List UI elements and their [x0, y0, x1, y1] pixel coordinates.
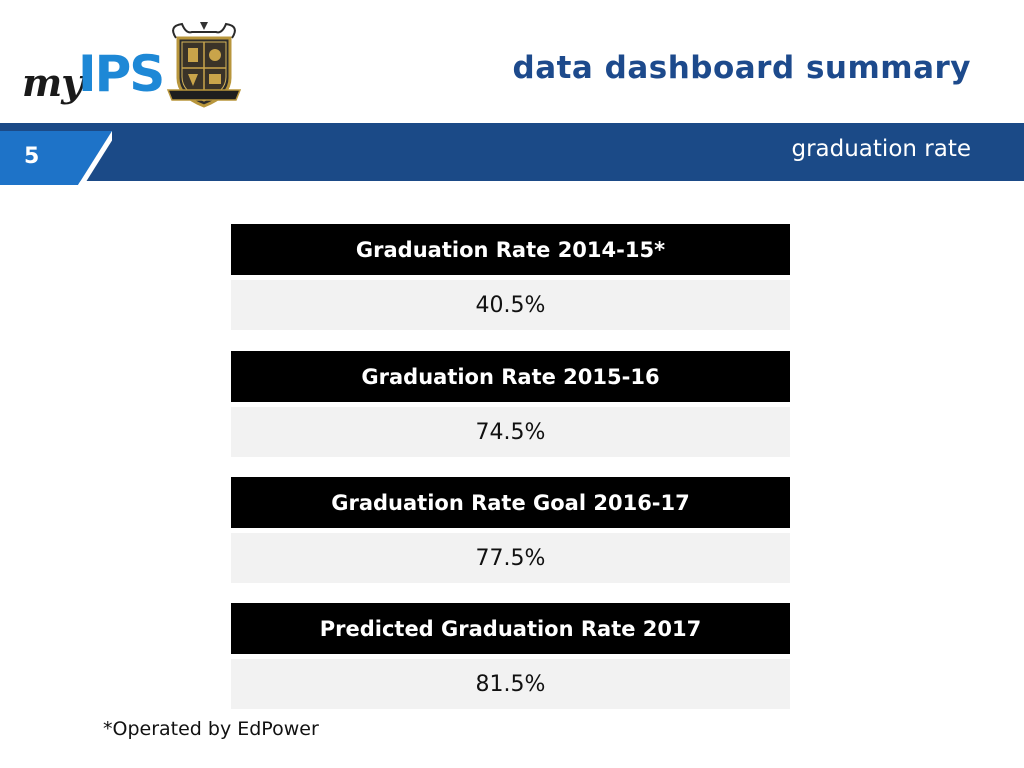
card-value: 77.5%	[231, 533, 790, 583]
graduation-rate-card: Graduation Rate 2015-16 74.5%	[231, 351, 790, 457]
page-title: data dashboard summary	[512, 50, 971, 86]
card-value: 74.5%	[231, 407, 790, 457]
school-crest-icon	[166, 22, 242, 108]
logo-ips-text: IPS	[78, 45, 165, 103]
card-label: Graduation Rate 2015-16	[231, 351, 790, 402]
section-subtitle: graduation rate	[791, 136, 971, 162]
footnote: *Operated by EdPower	[103, 718, 319, 740]
graduation-rate-card: Predicted Graduation Rate 2017 81.5%	[231, 603, 790, 709]
section-banner	[0, 123, 1024, 181]
page-number-tab	[0, 131, 112, 185]
card-label: Graduation Rate 2014-15*	[231, 224, 790, 275]
page-number: 5	[24, 144, 40, 169]
logo-my-text: my	[22, 60, 83, 105]
card-label: Graduation Rate Goal 2016-17	[231, 477, 790, 528]
card-value: 40.5%	[231, 280, 790, 330]
graduation-rate-card: Graduation Rate 2014-15* 40.5%	[231, 224, 790, 330]
card-label: Predicted Graduation Rate 2017	[231, 603, 790, 654]
graduation-rate-card: Graduation Rate Goal 2016-17 77.5%	[231, 477, 790, 583]
card-value: 81.5%	[231, 659, 790, 709]
